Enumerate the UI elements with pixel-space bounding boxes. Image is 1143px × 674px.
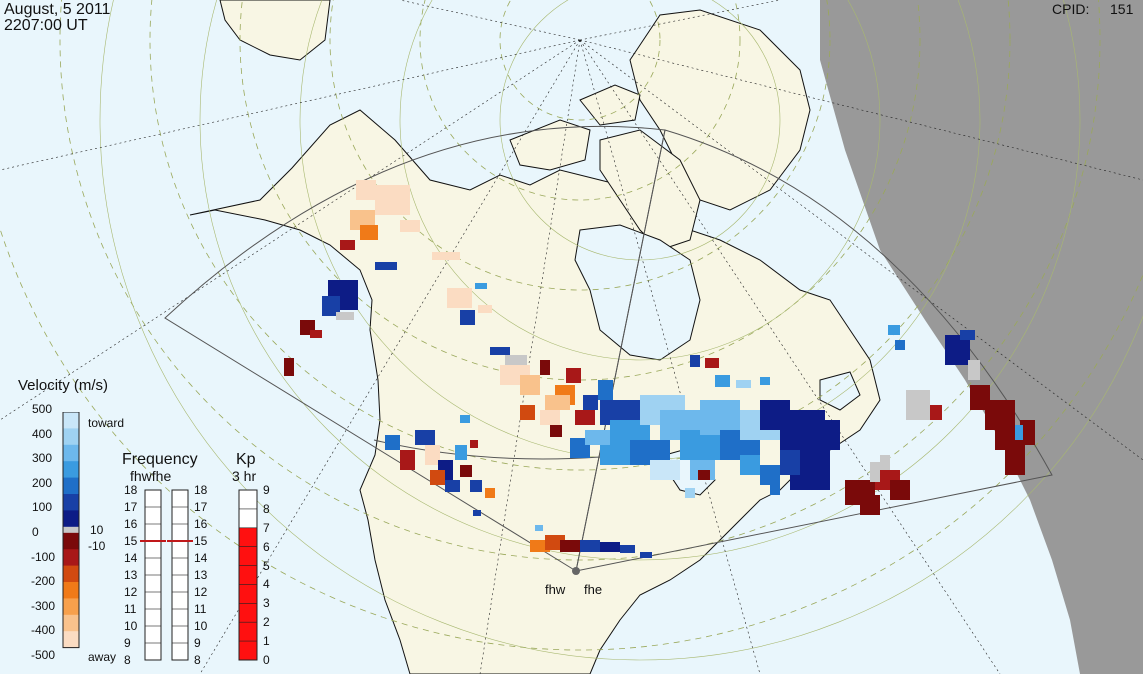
velocity-color-segment [63,598,79,616]
frequency-tick-left: 12 [124,585,138,599]
siberia-landmass [219,0,331,61]
velocity-gray-segment [63,526,79,533]
velocity-overlay [284,180,1035,558]
velocity-color-segment [63,494,79,511]
radar-fields-of-view [164,125,1053,572]
velocity-threshold-neg: -10 [88,539,106,553]
velocity-colorbar [62,412,80,649]
date-label: August, 5 2011 [4,1,111,18]
frequency-tick-right: 17 [194,500,208,514]
velocity-color-segment [63,532,79,550]
kp-bar-outline [238,489,258,661]
frequency-tick-right: 11 [194,602,207,616]
kp-subtitle: 3 hr [232,468,257,484]
night-region [820,0,1143,674]
frequency-tick-right: 18 [194,483,208,497]
velocity-color-segment [63,510,79,528]
frequency-tick-right: 8 [194,653,201,667]
fhw-field-of-view [164,125,666,572]
velocity-color-segment [63,412,79,429]
kp-tick-label: 5 [263,558,270,573]
kp-tick-label: 2 [263,615,270,630]
velocity-away-label: away [88,650,117,664]
hudson-bay [574,224,701,361]
cpid-label: CPID: [1052,1,1090,17]
frequency-tick-left: 9 [124,636,131,650]
kp-tick-label: 8 [263,501,270,516]
kp-tick-label: 7 [263,520,270,535]
frequency-tick-right: 16 [194,517,208,531]
kp-tick-label: 4 [263,577,270,592]
kp-bar-fill [239,527,257,660]
frequency-subtitle: fhwfhe [130,468,172,484]
frequency-tick-left: 14 [124,551,138,565]
velocity-color-segment [63,631,79,649]
velocity-tick-label: 100 [32,500,53,515]
time-label: 2207:00 UT [4,17,88,34]
frequency-tick-left: 13 [124,568,138,582]
frequency-tick-left: 18 [124,483,138,497]
frequency-tick-left: 17 [124,500,138,514]
velocity-tick-label: 200 [32,475,53,490]
velocity-colorbar-frame [62,412,80,649]
velocity-toward-label: toward [88,416,125,430]
velocity-color-segment [63,565,79,583]
frequency-tick-right: 14 [194,551,208,565]
frequency-tick-left: 16 [124,517,138,531]
velocity-threshold-pos: 10 [90,523,104,537]
velocity-tick-label: 300 [32,451,53,466]
velocity-tick-label: -300 [31,598,56,613]
velocity-tick-label: -500 [31,648,56,662]
velocity-color-segment [63,461,79,479]
frequency-tick-left: 8 [124,653,131,667]
velocity-tick-label: 500 [32,402,53,416]
velocity-tick-label: -100 [31,549,56,564]
frequency-tick-right: 9 [194,636,201,650]
kp-tick-label: 1 [263,634,270,649]
velocity-color-segment [63,549,79,567]
kp-title: Kp [236,451,256,468]
radar-label-fhe: fhe [584,582,603,597]
velocity-color-segment [63,582,79,599]
velocity-color-segment [63,428,79,446]
frequency-tick-right: 12 [194,585,208,599]
velocity-color-segment [63,614,79,632]
ellesmere-island [579,84,641,126]
kp-tick-label: 9 [263,483,270,497]
frequency-tick-left: 15 [124,534,138,548]
velocity-scale-title: Velocity (m/s) [18,377,109,394]
frequency-tick-left: 11 [124,602,137,616]
velocity-tick-label: -200 [31,574,56,589]
kp-tick-label: 6 [263,539,270,554]
frequency-title: Frequency [122,451,198,468]
frequency-tick-right: 13 [194,568,208,582]
radar-label-fhw: fhw [545,582,566,597]
baffin-island [599,129,701,251]
fhe-field-of-view [575,129,1053,572]
velocity-tick-label: 400 [32,426,53,441]
arctic-islands [509,119,591,171]
velocity-tick-label: -400 [31,623,56,638]
kp-bar [238,489,258,661]
kp-tick-label: 0 [263,653,270,667]
frequency-bars [140,489,193,661]
velocity-color-segment [63,477,79,495]
velocity-color-segment [63,444,79,462]
radar-site [572,567,580,575]
cpid-value: 151 [1110,1,1134,17]
frequency-tick-left: 10 [124,619,138,633]
frequency-tick-right: 15 [194,534,208,548]
kp-tick-label: 3 [263,596,270,611]
velocity-tick-label: 0 [32,525,39,539]
frequency-tick-right: 10 [194,619,208,633]
